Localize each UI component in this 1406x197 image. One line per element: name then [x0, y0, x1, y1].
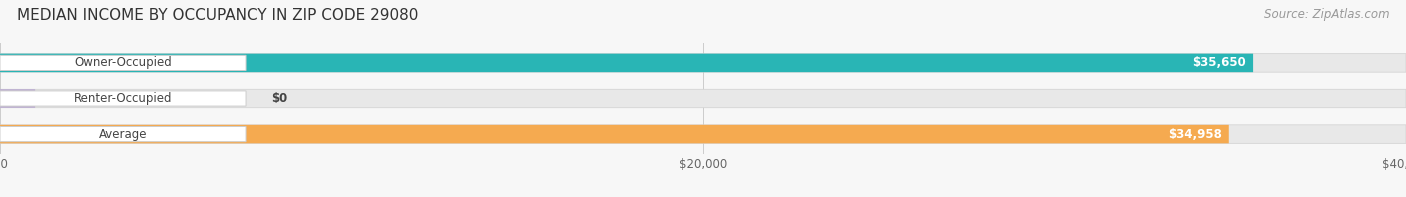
PathPatch shape: [0, 54, 1406, 72]
Text: Source: ZipAtlas.com: Source: ZipAtlas.com: [1264, 8, 1389, 21]
Text: Renter-Occupied: Renter-Occupied: [73, 92, 173, 105]
Text: MEDIAN INCOME BY OCCUPANCY IN ZIP CODE 29080: MEDIAN INCOME BY OCCUPANCY IN ZIP CODE 2…: [17, 8, 418, 23]
PathPatch shape: [0, 91, 246, 106]
Text: $0: $0: [271, 92, 288, 105]
Text: $34,958: $34,958: [1168, 128, 1222, 141]
PathPatch shape: [0, 89, 1406, 108]
PathPatch shape: [0, 126, 246, 142]
PathPatch shape: [0, 55, 246, 71]
Text: Average: Average: [98, 128, 148, 141]
Text: $35,650: $35,650: [1192, 56, 1246, 69]
PathPatch shape: [0, 54, 1253, 72]
Text: Owner-Occupied: Owner-Occupied: [75, 56, 172, 69]
PathPatch shape: [0, 125, 1406, 143]
PathPatch shape: [0, 125, 1229, 143]
PathPatch shape: [0, 89, 35, 108]
